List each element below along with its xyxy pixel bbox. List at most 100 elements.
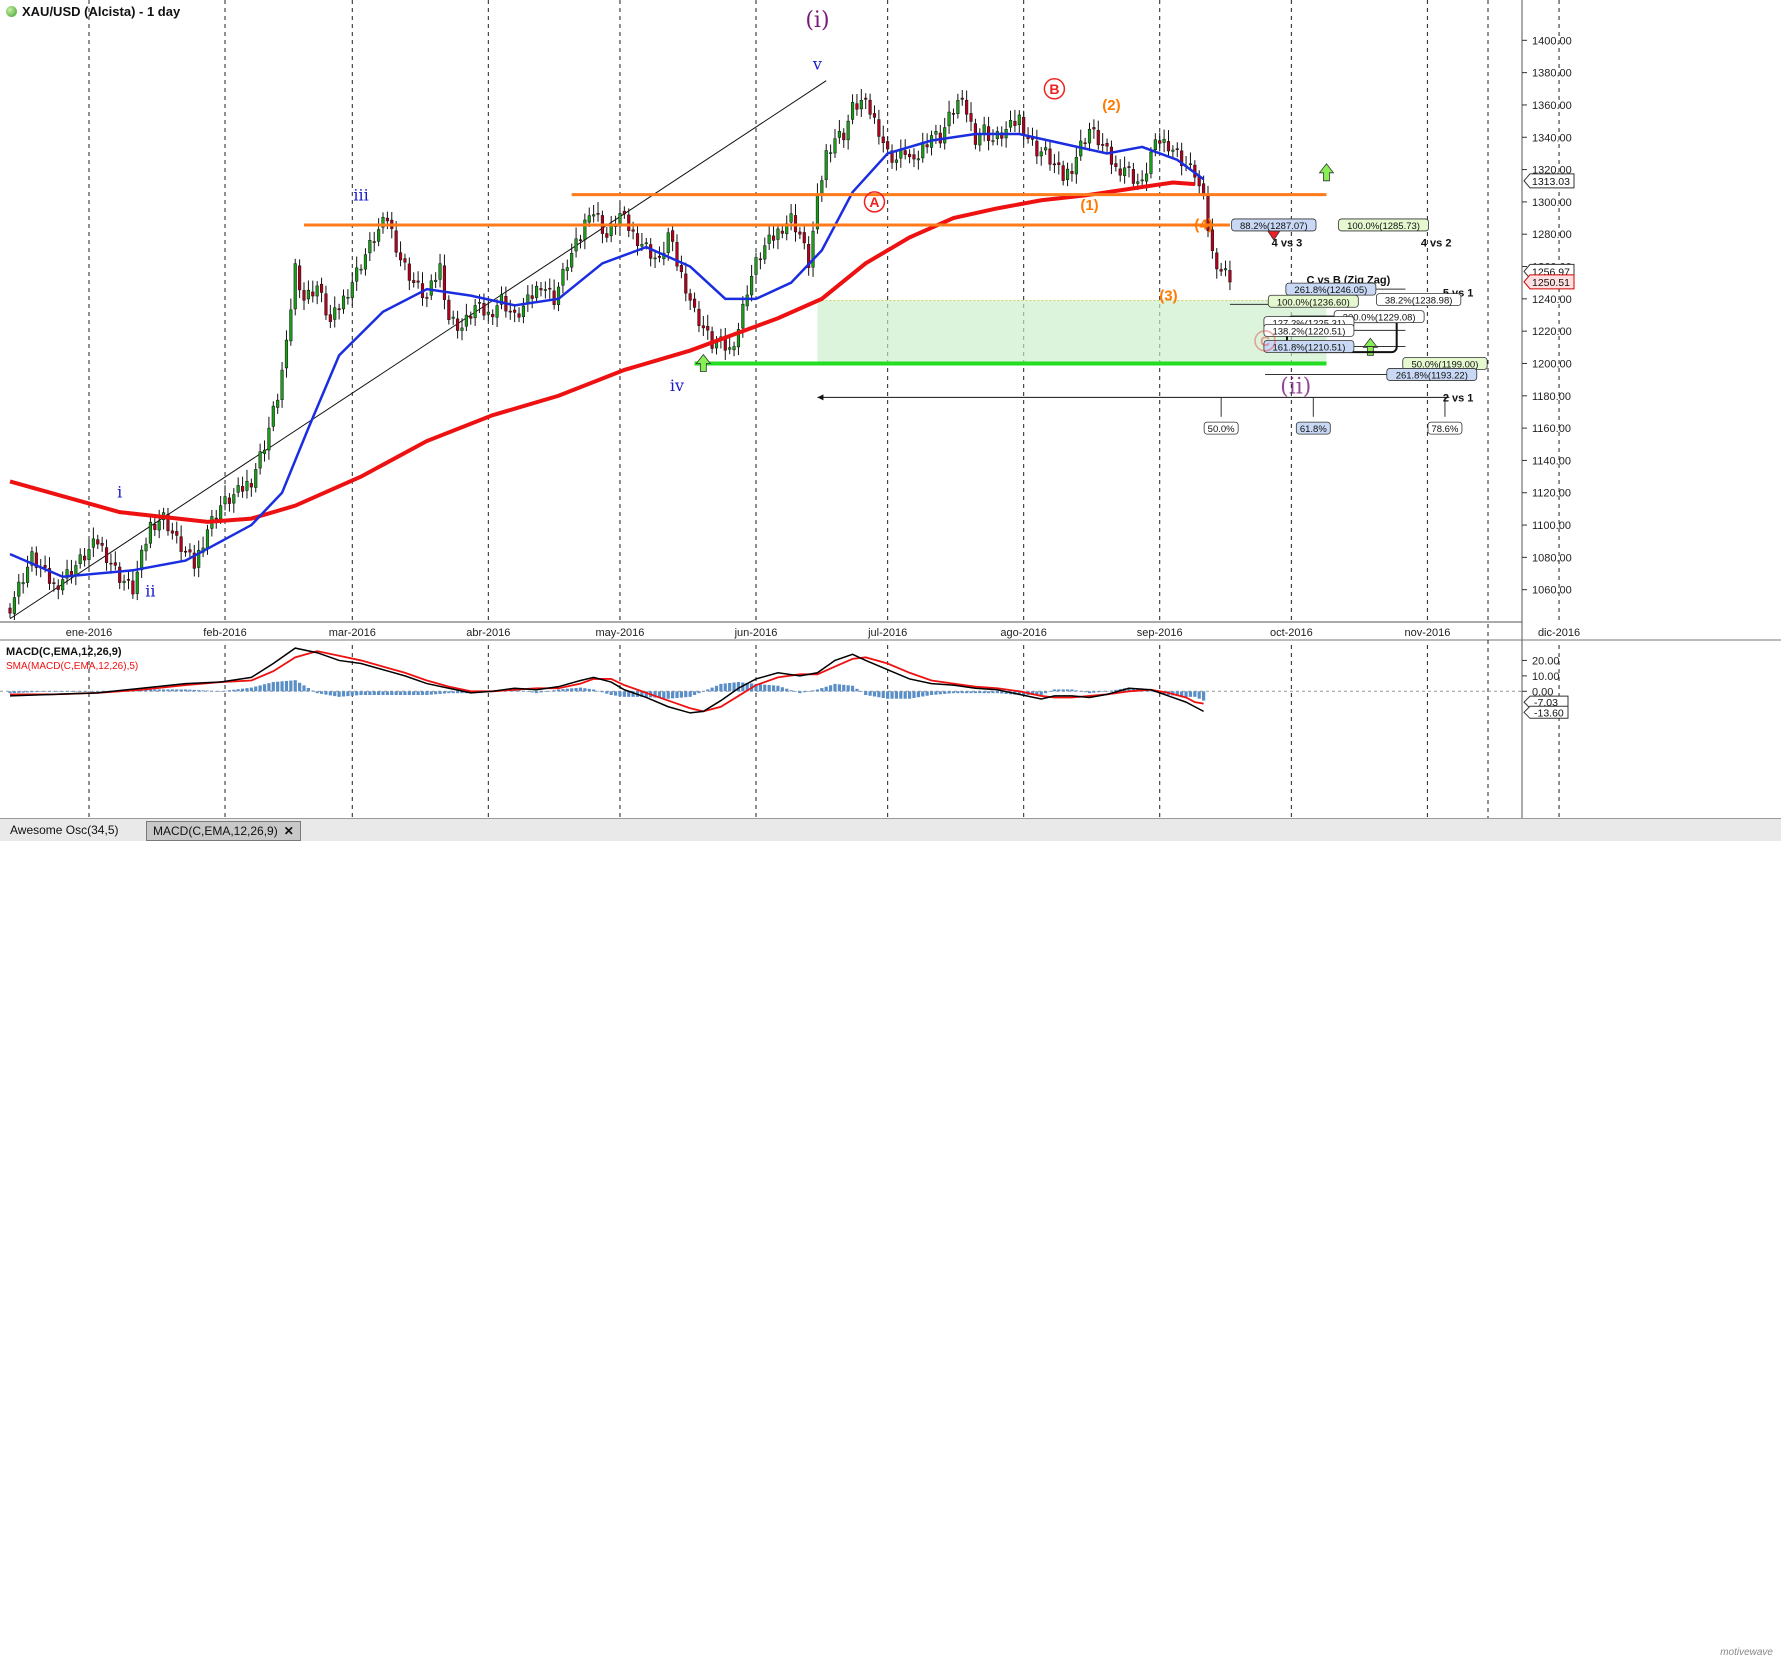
candle-body (1070, 171, 1074, 174)
candle-body (1017, 114, 1021, 126)
candle-body (398, 252, 403, 261)
candle-body (499, 294, 504, 305)
macd-histogram-bar (166, 689, 170, 692)
candle-body (91, 538, 95, 548)
wave-label-minor: v (812, 55, 822, 74)
macd-histogram-bar (916, 691, 920, 698)
candle-body (960, 97, 964, 100)
candle-body (842, 132, 846, 141)
candle-body (451, 316, 455, 319)
candle-body (17, 581, 21, 597)
tab-macd[interactable]: MACD(C,EMA,12,26,9) ✕ (146, 821, 301, 841)
macd-histogram-bar (618, 691, 622, 697)
macd-histogram-bar (855, 688, 859, 692)
wave-label-primary: (i) (805, 8, 829, 33)
macd-histogram-bar (785, 688, 789, 692)
close-icon[interactable]: ✕ (283, 824, 294, 838)
candle-body (758, 258, 762, 261)
macd-histogram-bar (723, 683, 727, 692)
price-tag (1523, 274, 1575, 290)
candle-body (872, 113, 877, 118)
candle-body (157, 520, 161, 531)
candle-body (113, 562, 117, 566)
macd-histogram-bar (1083, 691, 1087, 693)
x-tick-label: mar-2016 (329, 627, 376, 639)
candle-body (280, 369, 284, 400)
candle-body (324, 293, 328, 316)
macd-histogram-bar (622, 691, 626, 697)
macd-histogram-bar (315, 691, 319, 694)
candle-body (802, 232, 806, 244)
macd-histogram-bar (442, 691, 447, 694)
y-tick-label: 1380.00 (1532, 68, 1572, 80)
fib-label-box (1231, 218, 1317, 232)
candle-body (1175, 148, 1179, 150)
candle-body (890, 150, 894, 163)
macd-histogram-bar (653, 691, 657, 698)
y-tick-label: 1120.00 (1532, 488, 1571, 500)
candle-body (1158, 140, 1162, 144)
candle-body (126, 579, 131, 581)
macd-histogram-bar (815, 689, 820, 692)
macd-histogram-bar (763, 684, 767, 692)
macd-histogram-bar (627, 691, 631, 697)
candle-body (556, 286, 561, 305)
candle-body (473, 305, 477, 319)
candle-body (868, 99, 872, 115)
macd-histogram-bar (179, 689, 183, 692)
candle-body (934, 131, 938, 135)
fib-label: 50.0%(1199.00) (1411, 359, 1478, 370)
macd-histogram-bar (903, 691, 907, 699)
candle-body (442, 265, 447, 300)
macd-histogram-bar (868, 691, 872, 696)
macd-histogram-bar (982, 691, 986, 694)
macd-histogram-bar (991, 691, 995, 694)
candle-body (460, 327, 464, 331)
candle-body (1140, 179, 1144, 182)
macd-histogram-bar (425, 691, 429, 696)
candle-body (1166, 141, 1171, 152)
candle-body (341, 295, 346, 310)
macd-histogram-bar (451, 691, 455, 694)
macd-histogram-bar (249, 687, 253, 692)
wave-circle (1254, 330, 1276, 352)
candle-body (951, 113, 956, 115)
candle-body (771, 235, 776, 241)
macd-histogram-bar (188, 689, 192, 692)
macd-histogram-bar (1131, 688, 1135, 692)
wave-circle (1043, 78, 1066, 100)
macd-histogram-bar (328, 691, 332, 696)
fib-label: 38.2%(1238.98) (1385, 296, 1453, 307)
candle-body (657, 255, 662, 258)
fib-label: 50.0% (1208, 424, 1235, 435)
macd-histogram-bar (416, 691, 420, 696)
fib-label: 88.2%(1287.07) (1240, 221, 1308, 232)
y-tick-label: 1300.00 (1532, 197, 1572, 209)
candle-body (83, 555, 87, 561)
macd-histogram-bar (1105, 691, 1109, 692)
x-tick-label: jun-2016 (734, 627, 778, 639)
macd-histogram-bar (789, 690, 793, 692)
candle-body (859, 100, 863, 110)
candle-body (456, 318, 460, 331)
macd-histogram-bar (245, 688, 249, 692)
candle-body (368, 239, 372, 254)
tab-awesome-osc[interactable]: Awesome Osc(34,5) (4, 821, 125, 839)
candle-body (649, 244, 653, 259)
candle-body (245, 480, 249, 491)
wave-circle (863, 191, 886, 213)
watermark: motivewave (1720, 1647, 1773, 1658)
candle-body (87, 549, 91, 560)
macd-histogram-bar (745, 682, 749, 692)
macd-histogram-bar (947, 691, 951, 694)
candle-body (635, 233, 640, 247)
macd-histogram-bar (1087, 691, 1092, 694)
candle-body (464, 314, 468, 327)
macd-histogram-bar (341, 691, 346, 697)
macd-histogram-bar (438, 691, 442, 694)
macd-histogram-bar (802, 691, 806, 693)
macd-histogram-bar (741, 682, 745, 692)
candle-body (8, 607, 12, 614)
macd-histogram-bar (1004, 691, 1008, 694)
macd-histogram-bar (899, 691, 903, 699)
